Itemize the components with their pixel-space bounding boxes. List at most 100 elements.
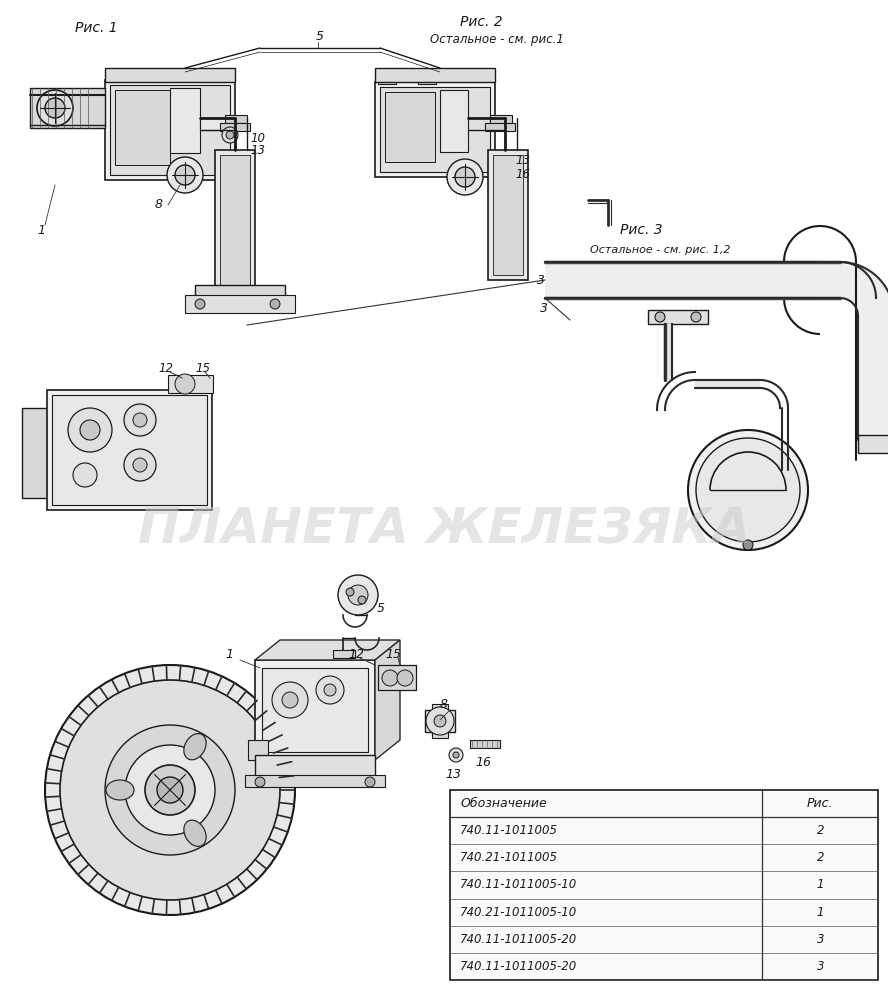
Circle shape xyxy=(453,752,459,758)
Circle shape xyxy=(80,420,100,440)
Bar xyxy=(47,390,212,510)
Bar xyxy=(418,74,436,84)
Text: Рис. 3: Рис. 3 xyxy=(620,223,662,237)
Bar xyxy=(148,72,166,82)
Circle shape xyxy=(338,575,378,615)
Bar xyxy=(105,80,235,180)
Circle shape xyxy=(365,777,375,787)
Circle shape xyxy=(145,765,195,815)
Text: 12: 12 xyxy=(158,361,173,374)
Circle shape xyxy=(37,90,73,126)
Polygon shape xyxy=(695,380,760,388)
Text: 2: 2 xyxy=(816,824,824,837)
Circle shape xyxy=(455,167,475,187)
Ellipse shape xyxy=(106,780,134,800)
Bar xyxy=(170,88,200,153)
Ellipse shape xyxy=(184,820,206,846)
Circle shape xyxy=(45,665,295,915)
Bar xyxy=(245,775,385,787)
Bar xyxy=(200,118,230,130)
Bar xyxy=(432,704,448,738)
Circle shape xyxy=(655,312,665,322)
Text: 13: 13 xyxy=(250,143,265,156)
Bar xyxy=(255,755,375,780)
Circle shape xyxy=(691,312,701,322)
Bar xyxy=(255,660,375,760)
Text: 13: 13 xyxy=(445,768,461,782)
Circle shape xyxy=(133,413,147,427)
Circle shape xyxy=(68,408,112,452)
Text: 5: 5 xyxy=(316,30,324,43)
Text: 2: 2 xyxy=(816,851,824,864)
Bar xyxy=(378,665,416,690)
Circle shape xyxy=(346,588,354,596)
Bar xyxy=(375,68,495,82)
Circle shape xyxy=(175,374,195,394)
Bar xyxy=(248,740,268,760)
Circle shape xyxy=(696,438,800,542)
Text: 16: 16 xyxy=(515,168,530,182)
Circle shape xyxy=(157,777,183,803)
Text: 13: 13 xyxy=(515,153,530,166)
Text: Рис. 2: Рис. 2 xyxy=(460,15,503,29)
Text: 3: 3 xyxy=(816,933,824,946)
Text: Рис. 1: Рис. 1 xyxy=(75,21,117,35)
Circle shape xyxy=(45,98,65,118)
Circle shape xyxy=(397,670,413,686)
Circle shape xyxy=(133,458,147,472)
Polygon shape xyxy=(255,640,400,660)
Text: 10: 10 xyxy=(250,131,265,144)
Polygon shape xyxy=(840,262,888,316)
Bar xyxy=(220,155,250,285)
Circle shape xyxy=(348,585,368,605)
Text: 15: 15 xyxy=(195,361,210,374)
Text: 740.21-1011005: 740.21-1011005 xyxy=(460,851,558,864)
Circle shape xyxy=(272,682,308,718)
Text: 1: 1 xyxy=(816,906,824,919)
Circle shape xyxy=(447,159,483,195)
Bar xyxy=(52,395,207,505)
Text: Остальное - см. рис.1: Остальное - см. рис.1 xyxy=(430,33,564,46)
Bar xyxy=(385,92,435,162)
Bar xyxy=(493,155,523,275)
Circle shape xyxy=(282,692,298,708)
Text: 5: 5 xyxy=(377,601,385,614)
Bar xyxy=(450,790,878,980)
Circle shape xyxy=(426,707,454,735)
Text: 12: 12 xyxy=(348,648,364,662)
Text: 3: 3 xyxy=(816,960,824,973)
Circle shape xyxy=(449,748,463,762)
Bar xyxy=(22,408,47,498)
Circle shape xyxy=(167,157,203,193)
Bar xyxy=(195,285,285,305)
Circle shape xyxy=(125,745,215,835)
Text: Обозначение: Обозначение xyxy=(460,797,547,810)
Bar xyxy=(380,87,490,172)
Circle shape xyxy=(222,127,238,143)
Text: Остальное - см. рис. 1,2: Остальное - см. рис. 1,2 xyxy=(590,245,731,255)
Circle shape xyxy=(316,676,344,704)
Text: 8: 8 xyxy=(440,698,448,712)
Bar xyxy=(488,150,528,280)
Bar xyxy=(108,72,126,82)
Circle shape xyxy=(195,299,205,309)
Text: 1: 1 xyxy=(816,879,824,892)
Bar xyxy=(115,90,170,165)
Bar xyxy=(168,375,213,393)
Circle shape xyxy=(124,404,156,436)
Text: 740.21-1011005-10: 740.21-1011005-10 xyxy=(460,906,577,919)
Polygon shape xyxy=(665,324,672,380)
Text: 1: 1 xyxy=(37,224,45,236)
Text: 16: 16 xyxy=(475,756,491,768)
Text: ПЛАНЕТА ЖЕЛЕЗЯКА: ПЛАНЕТА ЖЕЛЕЗЯКА xyxy=(138,506,750,554)
Circle shape xyxy=(73,463,97,487)
Bar xyxy=(485,123,515,131)
Bar xyxy=(220,123,250,131)
Polygon shape xyxy=(858,316,888,440)
Text: Рис.: Рис. xyxy=(807,797,834,810)
Polygon shape xyxy=(375,640,400,760)
Text: 3: 3 xyxy=(537,273,545,286)
Bar xyxy=(858,435,888,453)
Circle shape xyxy=(382,670,398,686)
Text: 1: 1 xyxy=(225,648,233,662)
